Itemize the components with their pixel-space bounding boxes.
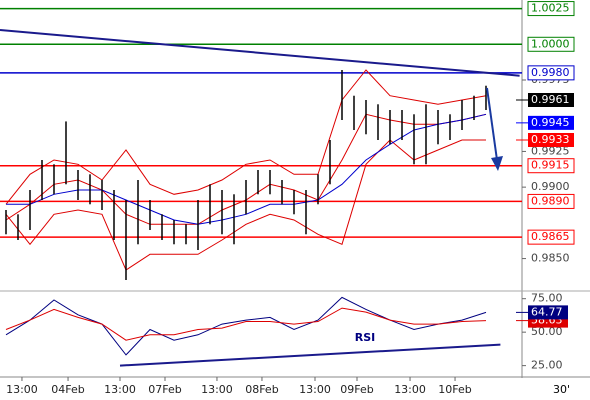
x-tick-label: 10Feb bbox=[438, 383, 471, 396]
x-tick-label: 13:00 bbox=[104, 383, 136, 396]
marker-label: 0.9961 bbox=[531, 93, 570, 106]
y-tick-label: 0.9925 bbox=[531, 144, 570, 157]
rsi-line bbox=[5, 296, 487, 356]
arrow-head bbox=[491, 156, 503, 171]
x-tick-label: 07Feb bbox=[148, 383, 181, 396]
level-label: 1.0000 bbox=[531, 37, 570, 50]
y-tick-label: 50.00 bbox=[531, 325, 563, 338]
level-label: 0.9890 bbox=[531, 194, 570, 207]
x-tick-label: 13:00 bbox=[201, 383, 233, 396]
marker-label: 64.77 bbox=[531, 305, 563, 318]
x-tick-label: 08Feb bbox=[245, 383, 278, 396]
x-tick-label: 04Feb bbox=[51, 383, 84, 396]
level-tag bbox=[527, 158, 575, 174]
x-tick-label: 13:00 bbox=[299, 383, 331, 396]
level-tag bbox=[527, 65, 575, 81]
level-tag bbox=[527, 193, 575, 209]
level-tag bbox=[527, 1, 575, 17]
y-tick-label: 25.00 bbox=[531, 359, 563, 372]
marker-tag bbox=[528, 93, 574, 107]
arrow-shaft bbox=[486, 87, 498, 161]
x-tick-label: 09Feb bbox=[340, 383, 373, 396]
indicator-line bbox=[5, 69, 487, 205]
marker-tag bbox=[528, 305, 568, 320]
level-label: 0.9865 bbox=[531, 230, 570, 243]
timeframe: 30' bbox=[553, 383, 570, 396]
trendline bbox=[0, 29, 520, 77]
rsi-line bbox=[5, 307, 487, 341]
marker-tag bbox=[528, 115, 574, 130]
indicator-line bbox=[6, 113, 487, 225]
level-tag bbox=[527, 36, 575, 52]
level-tag bbox=[527, 229, 575, 245]
indicator-title: RSI bbox=[355, 331, 376, 344]
marker-tag bbox=[528, 133, 574, 147]
indicator-line bbox=[5, 139, 486, 271]
x-tick-label: 13:00 bbox=[6, 383, 38, 396]
level-label: 1.0025 bbox=[531, 2, 570, 15]
marker-label: 0.9945 bbox=[531, 116, 570, 129]
x-tick-label: 13:00 bbox=[394, 383, 426, 396]
y-tick-label: 75.00 bbox=[531, 292, 563, 305]
y-tick-label: 0.9850 bbox=[531, 252, 570, 265]
level-label: 0.9980 bbox=[531, 66, 570, 79]
marker-label: 0.9933 bbox=[531, 133, 570, 146]
level-label: 0.9915 bbox=[531, 159, 570, 172]
y-tick-label: 0.9900 bbox=[531, 180, 570, 193]
plot: 0.99750.99250.99000.98501.00251.00000.99… bbox=[0, 1, 575, 396]
trendline bbox=[119, 343, 501, 367]
